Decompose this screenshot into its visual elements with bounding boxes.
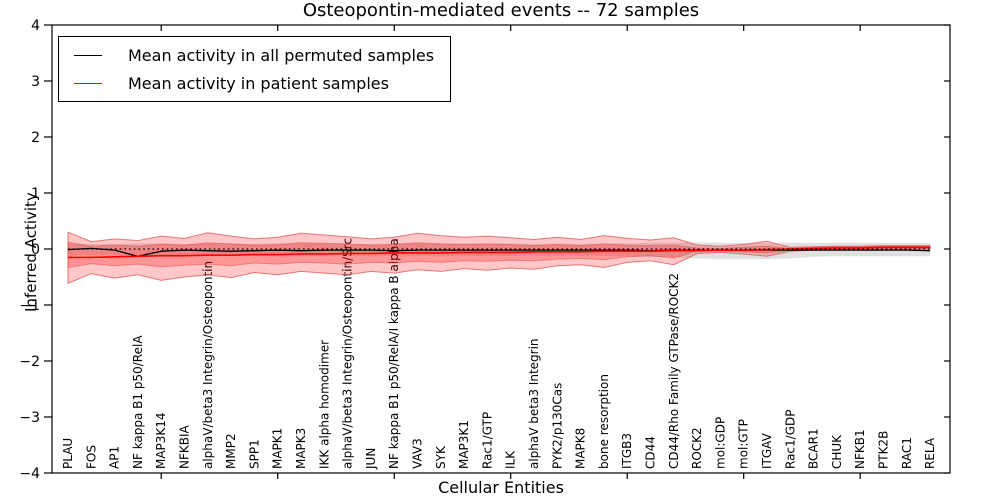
patient-mean-line xyxy=(68,246,931,259)
x-tick-label: RELA xyxy=(923,437,937,469)
y-tick-label: −4 xyxy=(19,466,40,482)
x-tick-label: alphaV/beta3 Integrin/Osteopontin/Src xyxy=(341,238,355,469)
chart-title: Osteopontin-mediated events -- 72 sample… xyxy=(302,0,700,21)
x-tick-label: MAP3K14 xyxy=(154,412,168,469)
x-tick-label: Rac1/GTP xyxy=(480,412,494,469)
x-tick-label: CHUK xyxy=(830,434,844,469)
x-tick-label: RAC1 xyxy=(900,437,914,469)
y-tick-label: 0 xyxy=(31,242,40,258)
y-tick-label: −2 xyxy=(19,354,40,370)
permuted-mean-line xyxy=(67,247,931,257)
x-tick-label: alphaV beta3 Integrin xyxy=(527,338,541,469)
legend-item-patient: Mean activity in patient samples xyxy=(59,69,434,97)
legend: Mean activity in all permuted samples Me… xyxy=(58,36,452,102)
legend-label-permuted: Mean activity in all permuted samples xyxy=(128,45,435,65)
x-tick-label: FOS xyxy=(84,445,98,469)
x-tick-label: NF kappa B1 p50/RelA xyxy=(131,335,145,469)
x-tick-label: mol:GDP xyxy=(713,417,727,469)
x-tick-label: ILK xyxy=(504,450,518,469)
x-axis-label: Cellular Entities xyxy=(438,478,564,497)
y-tick-label: 3 xyxy=(31,74,40,90)
x-tick-label: VAV3 xyxy=(411,438,425,469)
legend-label-patient: Mean activity in patient samples xyxy=(128,73,389,93)
x-tick-label: PTK2B xyxy=(877,431,891,469)
legend-item-permuted: Mean activity in all permuted samples xyxy=(59,41,434,69)
x-tick-label: bone resorption xyxy=(597,374,611,469)
x-tick-label: alphaV/beta3 Integrin/Osteopontin xyxy=(201,261,215,469)
x-tick-label: ITGAV xyxy=(760,432,774,469)
x-tick-label: PYK2/p130Cas xyxy=(550,383,564,469)
x-tick-label: SPP1 xyxy=(247,439,261,469)
y-tick-label: 2 xyxy=(31,130,40,146)
patient-line-sample xyxy=(74,82,102,84)
y-tick-label: −3 xyxy=(19,410,40,426)
x-tick-label: CD44 xyxy=(644,436,658,469)
x-tick-label: Rac1/GDP xyxy=(783,410,797,469)
permuted-line-sample xyxy=(74,54,102,56)
x-tick-label: SYK xyxy=(434,445,448,469)
x-tick-label: JUN xyxy=(364,448,378,470)
x-tick-label: MAPK8 xyxy=(574,428,588,469)
x-tick-label: NFKB1 xyxy=(853,429,867,469)
x-tick-label: BCAR1 xyxy=(807,428,821,469)
x-tick-label: ROCK2 xyxy=(690,427,704,469)
x-tick-label: ITGB3 xyxy=(620,433,634,469)
patient-band-outer xyxy=(67,231,931,284)
y-tick-label: −1 xyxy=(19,298,40,314)
x-tick-label: MAPK1 xyxy=(271,428,285,469)
y-tick-label: 1 xyxy=(31,186,40,202)
x-tick-label: mol:GTP xyxy=(737,419,751,469)
x-tick-label: CD44/Rho Family GTPase/ROCK2 xyxy=(667,273,681,469)
x-tick-label: MMP2 xyxy=(224,433,238,469)
patient-band-inner xyxy=(67,241,931,269)
x-tick-label: NFKBIA xyxy=(178,424,192,469)
x-tick-label: MAPK3 xyxy=(294,428,308,469)
y-tick-label: 4 xyxy=(31,18,40,34)
x-tick-label: AP1 xyxy=(108,446,122,469)
x-tick-label: IKK alpha homodimer xyxy=(317,340,331,469)
x-tick-label: NF kappa B1 p50/RelA/I kappa B alpha xyxy=(387,238,401,469)
x-tick-label: MAP3K1 xyxy=(457,420,471,469)
x-tick-label: PLAU xyxy=(61,438,75,469)
y-axis-label: Inferred Activity xyxy=(22,192,40,312)
